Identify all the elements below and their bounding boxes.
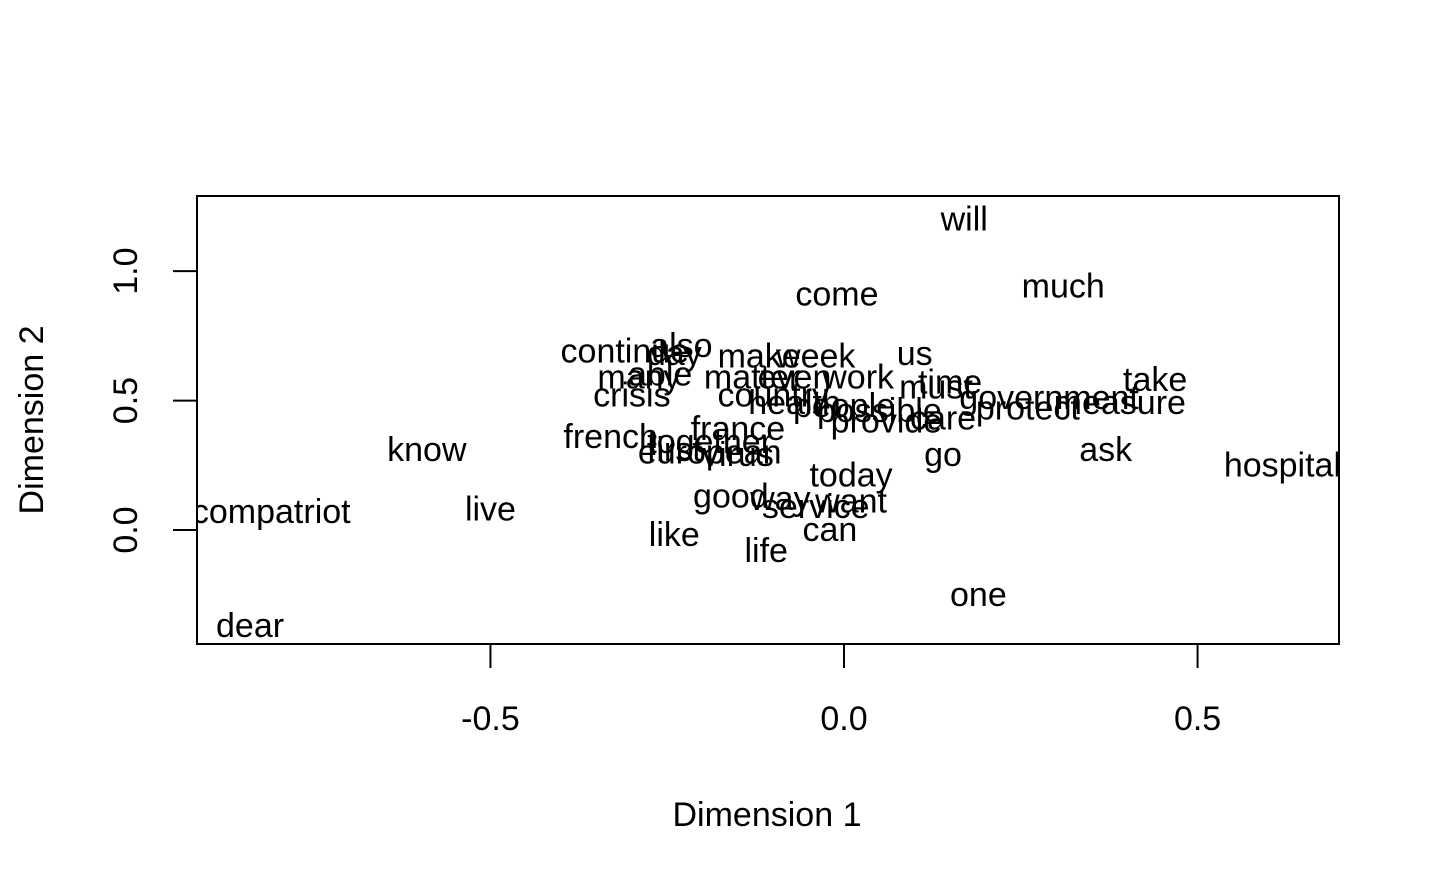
point-label: live bbox=[465, 490, 516, 528]
point-label: day bbox=[647, 335, 702, 373]
x-axis: -0.5 0.0 0.5 bbox=[461, 643, 1221, 738]
point-label: provide bbox=[831, 402, 943, 440]
point-label: know bbox=[387, 431, 467, 469]
point-label: hospital bbox=[1224, 446, 1341, 484]
point-label: us bbox=[897, 335, 933, 373]
y-axis-title: Dimension 2 bbox=[13, 326, 51, 515]
point-label: service bbox=[762, 488, 870, 526]
point-label: virus bbox=[702, 436, 774, 474]
point-label: first bbox=[647, 431, 702, 469]
point-label: make bbox=[718, 338, 801, 376]
point-label: way bbox=[749, 480, 810, 518]
point-label: today bbox=[809, 457, 892, 495]
point-label: france bbox=[691, 410, 786, 448]
point-label: able bbox=[628, 356, 692, 394]
point-label: will bbox=[940, 200, 988, 238]
point-label: even bbox=[758, 358, 832, 396]
point-label: come bbox=[795, 275, 878, 313]
y-tick-label: 1.0 bbox=[107, 247, 145, 294]
y-tick-label: 0.0 bbox=[107, 506, 145, 553]
point-label: measure bbox=[1054, 384, 1186, 422]
point-label: matter bbox=[704, 358, 800, 396]
point-label: together bbox=[647, 423, 772, 461]
point-label: want bbox=[814, 483, 887, 521]
point-label: european bbox=[638, 433, 782, 471]
point-label: take bbox=[1123, 361, 1187, 399]
point-label: government bbox=[959, 379, 1139, 417]
point-label: crisis bbox=[593, 376, 670, 414]
point-label: also bbox=[650, 327, 712, 365]
point-label: go bbox=[924, 436, 962, 474]
point-label: can bbox=[802, 511, 857, 549]
point-label: continue bbox=[561, 332, 690, 370]
point-label: compatriot bbox=[192, 493, 351, 531]
point-label: health bbox=[748, 384, 841, 422]
point-label: time bbox=[918, 363, 982, 401]
point-label: one bbox=[950, 576, 1007, 614]
point-label: care bbox=[910, 400, 976, 438]
point-label: people bbox=[793, 387, 895, 425]
x-tick-label: 0.0 bbox=[820, 700, 867, 738]
point-label: week bbox=[775, 338, 856, 376]
point-label: dear bbox=[216, 607, 284, 645]
point-label: many bbox=[597, 358, 680, 396]
x-tick-label: 0.5 bbox=[1174, 700, 1221, 738]
point-label: like bbox=[649, 516, 700, 554]
point-label: life bbox=[744, 532, 787, 570]
point-label: much bbox=[1022, 268, 1105, 306]
point-label: good bbox=[693, 477, 769, 515]
point-label: work bbox=[821, 358, 895, 396]
point-label: french bbox=[563, 418, 658, 456]
y-axis: 0.0 0.5 1.0 bbox=[107, 247, 198, 554]
point-label: must bbox=[899, 369, 973, 407]
point-label: ask bbox=[1079, 431, 1133, 469]
point-label: protect bbox=[976, 389, 1080, 427]
y-tick-label: 0.5 bbox=[107, 377, 145, 424]
x-axis-title: Dimension 1 bbox=[673, 796, 862, 834]
point-label: country bbox=[718, 376, 830, 414]
point-label: possible bbox=[817, 392, 942, 430]
x-tick-label: -0.5 bbox=[461, 700, 520, 738]
